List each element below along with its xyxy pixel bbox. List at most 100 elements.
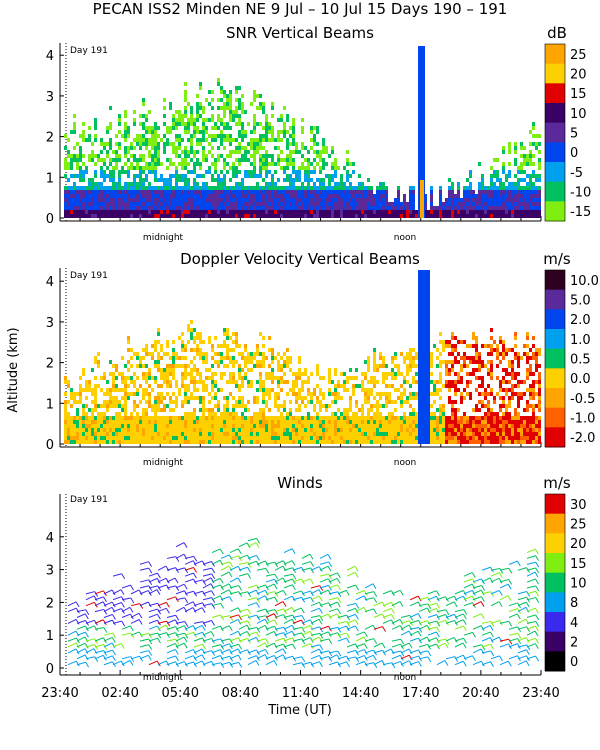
snr-cell [523, 170, 526, 174]
doppler-cell [121, 428, 124, 432]
snr-cell [298, 178, 301, 182]
snr-cell [529, 198, 532, 202]
snr-cell [517, 194, 520, 198]
doppler-cell [169, 356, 172, 360]
snr-cell [196, 158, 199, 162]
snr-cell [349, 190, 352, 194]
snr-cell [190, 118, 193, 122]
snr-cell [208, 166, 211, 170]
doppler-cell [454, 440, 457, 444]
snr-cell [151, 190, 154, 194]
snr-cell [82, 162, 85, 166]
doppler-cell [523, 392, 526, 396]
doppler-cell [514, 356, 517, 360]
doppler-cell [184, 412, 187, 416]
doppler-cell [271, 360, 274, 364]
doppler-cell [415, 420, 418, 424]
doppler-cell [310, 372, 313, 376]
doppler-cell [166, 432, 169, 436]
doppler-cell [496, 412, 499, 416]
doppler-cell [214, 428, 217, 432]
snr-cell [79, 202, 82, 206]
snr-cell [505, 214, 508, 218]
snr-cell [67, 186, 70, 190]
snr-cell [187, 154, 190, 158]
wind-barb-shaft [85, 619, 95, 624]
doppler-cell [70, 416, 73, 420]
snr-cell [196, 206, 199, 210]
doppler-cell [259, 440, 262, 444]
snr-cell [226, 186, 229, 190]
doppler-cell [256, 428, 259, 432]
doppler-cell [499, 428, 502, 432]
doppler-cell [238, 432, 241, 436]
doppler-cell [190, 332, 193, 336]
snr-cell [325, 186, 328, 190]
snr-cell [274, 210, 277, 214]
doppler-cell [301, 424, 304, 428]
snr-cell [301, 162, 304, 166]
doppler-cell [511, 396, 514, 400]
snr-cell [139, 186, 142, 190]
doppler-cell [436, 420, 439, 424]
snr-cell [511, 182, 514, 186]
snr-cell [217, 190, 220, 194]
snr-cell [262, 210, 265, 214]
snr-cell [370, 210, 373, 214]
snr-cell [220, 214, 223, 218]
doppler-cell [103, 416, 106, 420]
snr-cell [184, 106, 187, 110]
snr-cell [475, 214, 478, 218]
doppler-cell [487, 408, 490, 412]
snr-cell [145, 118, 148, 122]
snr-cell [193, 126, 196, 130]
snr-cell [214, 134, 217, 138]
doppler-cell [214, 380, 217, 384]
snr-cell [400, 214, 403, 218]
doppler-cell [148, 432, 151, 436]
snr-cell [493, 194, 496, 198]
doppler-cell [307, 436, 310, 440]
doppler-cell [409, 352, 412, 356]
doppler-cell [292, 416, 295, 420]
snr-cell [508, 146, 511, 150]
snr-cell [349, 198, 352, 202]
snr-cell [379, 182, 382, 186]
doppler-cell [313, 408, 316, 412]
snr-cell [376, 214, 379, 218]
snr-cell [505, 198, 508, 202]
snr-cell [82, 178, 85, 182]
snr-cell [187, 170, 190, 174]
doppler-cell [109, 360, 112, 364]
snr-cell [193, 170, 196, 174]
doppler-cell [496, 416, 499, 420]
doppler-cell [199, 396, 202, 400]
doppler-cell [124, 392, 127, 396]
doppler-cell [196, 416, 199, 420]
doppler-cell [169, 432, 172, 436]
snr-cell [112, 206, 115, 210]
doppler-cell [517, 364, 520, 368]
snr-cell [316, 202, 319, 206]
snr-cell [268, 210, 271, 214]
doppler-cell [223, 436, 226, 440]
snr-cell [526, 202, 529, 206]
snr-cell [520, 202, 523, 206]
doppler-cell [127, 340, 130, 344]
doppler-cell [460, 364, 463, 368]
doppler-cell [118, 420, 121, 424]
doppler-cell [457, 428, 460, 432]
doppler-cell [244, 360, 247, 364]
doppler-cell [439, 380, 442, 384]
doppler-cell [181, 376, 184, 380]
doppler-cell [208, 340, 211, 344]
snr-cell [259, 198, 262, 202]
doppler-cell [532, 396, 535, 400]
doppler-cell [178, 356, 181, 360]
snr-cell [79, 214, 82, 218]
doppler-cell [220, 376, 223, 380]
snr-cell [283, 198, 286, 202]
doppler-cell [502, 432, 505, 436]
doppler-cell [370, 416, 373, 420]
snr-cell [109, 210, 112, 214]
